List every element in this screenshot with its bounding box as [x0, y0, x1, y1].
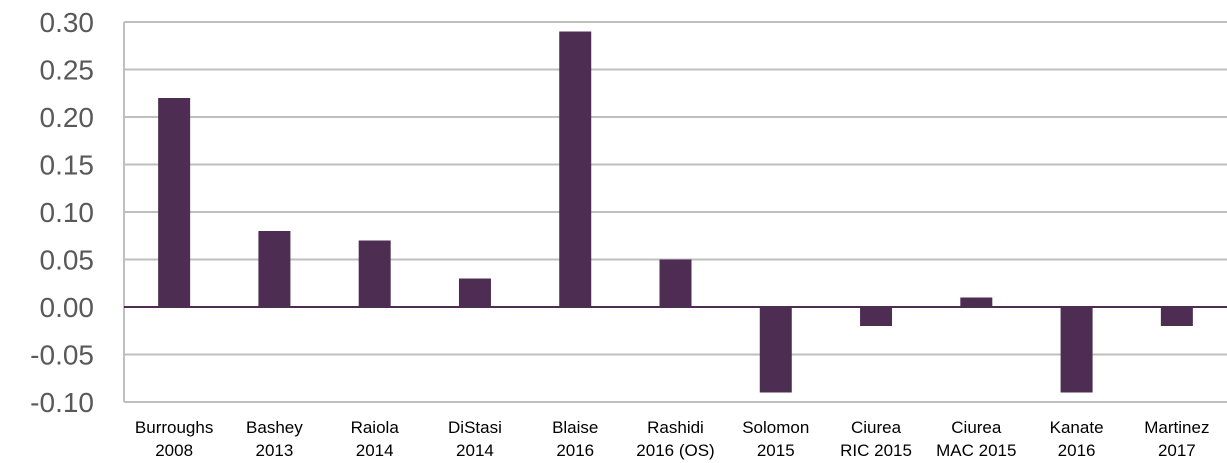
x-tick-label-line: 2013	[255, 441, 293, 460]
x-tick-label-line: RIC 2015	[840, 441, 912, 460]
x-tick-label: Rashidi 2016 (OS)	[636, 418, 714, 460]
x-tick-label-line: 2017	[1158, 441, 1196, 460]
x-tick-label-line: 2014	[356, 441, 394, 460]
y-tick-label: 0.25	[40, 55, 95, 86]
bar	[1061, 307, 1093, 393]
x-tick-label-line: 2014	[456, 441, 494, 460]
x-tick-label-line: MAC 2015	[936, 441, 1016, 460]
x-tick-label-line: 2015	[757, 441, 795, 460]
x-tick-label-line: Martinez	[1144, 418, 1209, 437]
x-tick-label-line: Kanate	[1050, 418, 1104, 437]
x-tick-label-line: Burroughs	[135, 418, 213, 437]
bar	[660, 260, 692, 308]
y-tick-label: 0.20	[40, 102, 95, 133]
y-tick-label: 0.30	[40, 7, 95, 38]
x-tick-label-line: Raiola	[351, 418, 400, 437]
x-tick-label: Raiola 2014	[351, 418, 400, 460]
x-tick-label-line: Rashidi	[647, 418, 704, 437]
x-tick-label: Kanate 2016	[1050, 418, 1104, 460]
x-tick-label: Bashey 2013	[246, 418, 303, 460]
x-tick-label: Ciurea MAC 2015	[936, 418, 1016, 460]
x-tick-label: DiStasi 2014	[448, 418, 502, 460]
y-tick-label: 0.00	[40, 292, 95, 323]
x-tick-label: Solomon 2015	[742, 418, 809, 460]
x-tick-label-line: 2016	[1058, 441, 1096, 460]
y-axis: 0.30 0.25 0.20 0.15 0.10 0.05 0.00 -0.05 -0.10	[30, 7, 124, 418]
x-tick-label-line: Ciurea	[951, 418, 1002, 437]
bar	[459, 279, 491, 308]
x-tick-label-line: Blaise	[552, 418, 598, 437]
y-tick-label: -0.05	[30, 340, 94, 371]
bar	[760, 307, 792, 393]
x-tick-label-line: Solomon	[742, 418, 809, 437]
y-tick-label: 0.15	[40, 150, 95, 181]
x-tick-label-line: Bashey	[246, 418, 303, 437]
x-tick-label-line: 2016 (OS)	[636, 441, 714, 460]
bar	[860, 307, 892, 326]
y-tick-label: -0.10	[30, 387, 94, 418]
x-tick-label: Burroughs 2008	[135, 418, 213, 460]
y-tick-label: 0.10	[40, 197, 95, 228]
x-tick-label-line: 2008	[155, 441, 193, 460]
bar	[559, 32, 591, 308]
bar	[960, 298, 992, 308]
bar	[158, 98, 190, 307]
bar	[1161, 307, 1193, 326]
x-tick-label: Blaise 2016	[552, 418, 598, 460]
x-tick-label: Martinez 2017	[1144, 418, 1209, 460]
x-tick-label-line: 2016	[556, 441, 594, 460]
x-tick-label: Ciurea RIC 2015	[840, 418, 912, 460]
bar	[359, 241, 391, 308]
bar	[258, 231, 290, 307]
x-tick-label-line: Ciurea	[851, 418, 902, 437]
y-tick-label: 0.05	[40, 245, 95, 276]
x-tick-label-line: DiStasi	[448, 418, 502, 437]
